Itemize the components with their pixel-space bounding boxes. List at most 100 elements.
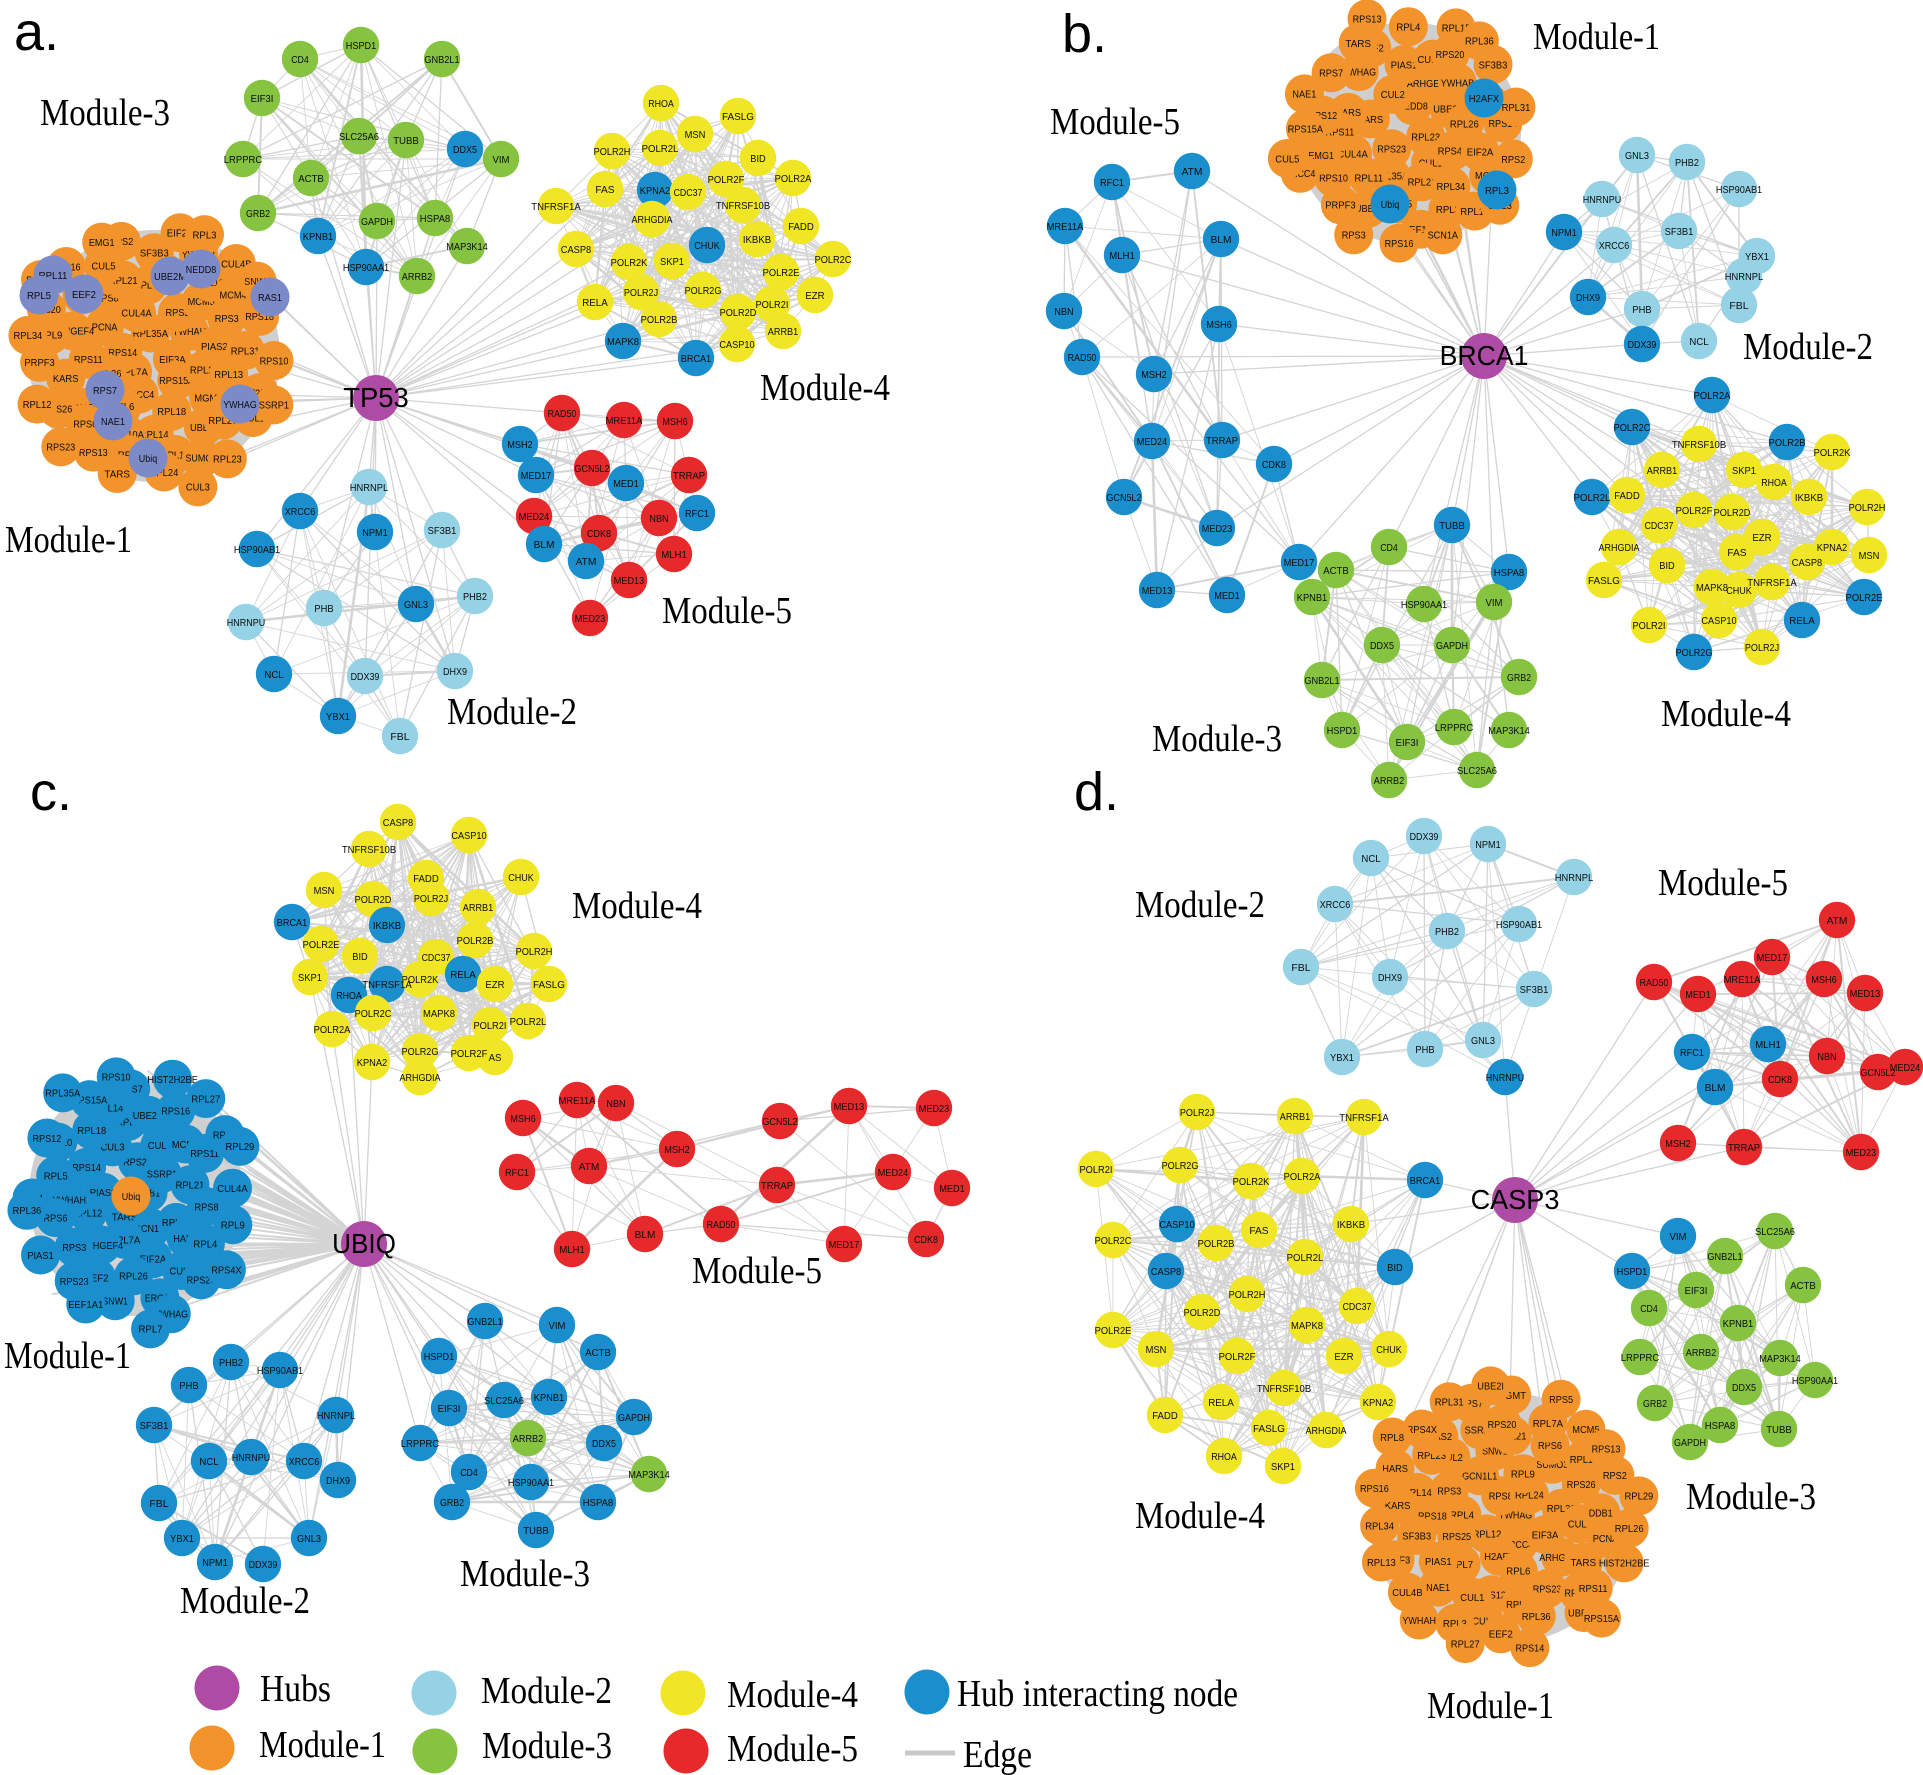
svg-text:CASP10: CASP10 <box>719 339 754 351</box>
svg-text:HSP90AA1: HSP90AA1 <box>343 262 389 274</box>
svg-text:POLR2I: POLR2I <box>756 299 789 311</box>
svg-text:VIM: VIM <box>549 1320 566 1332</box>
svg-text:RPL26: RPL26 <box>119 1271 148 1283</box>
svg-text:RPS20: RPS20 <box>1436 49 1465 61</box>
svg-text:TNFRSF1A: TNFRSF1A <box>1747 577 1797 589</box>
svg-text:RPL34: RPL34 <box>14 330 43 342</box>
svg-text:RPL21: RPL21 <box>1408 177 1437 189</box>
svg-text:RHOA: RHOA <box>648 98 674 110</box>
svg-text:RPL6: RPL6 <box>1506 1566 1530 1578</box>
svg-text:RPS26: RPS26 <box>1567 1479 1596 1491</box>
svg-text:RPS3: RPS3 <box>215 313 239 325</box>
svg-text:RPS14: RPS14 <box>72 1162 101 1174</box>
svg-text:ACTB: ACTB <box>585 1347 611 1359</box>
svg-text:RPL36: RPL36 <box>1522 1611 1551 1623</box>
svg-text:MAP3K14: MAP3K14 <box>1488 725 1530 737</box>
svg-text:NCL: NCL <box>264 669 283 681</box>
svg-text:SF3B3: SF3B3 <box>1402 1530 1431 1542</box>
svg-text:EEF1A1: EEF1A1 <box>68 1299 103 1311</box>
svg-text:RPS15A: RPS15A <box>1288 124 1323 136</box>
svg-text:MED24: MED24 <box>1890 1062 1921 1074</box>
svg-text:POLR2F: POLR2F <box>1676 505 1713 517</box>
svg-text:Module-2: Module-2 <box>447 691 577 733</box>
svg-text:GNL3: GNL3 <box>1625 150 1649 162</box>
svg-text:NAE1: NAE1 <box>1292 89 1316 101</box>
svg-text:SF3B1: SF3B1 <box>1520 984 1549 996</box>
svg-text:MED17: MED17 <box>829 1239 860 1251</box>
svg-text:RPS13: RPS13 <box>1592 1444 1621 1456</box>
svg-text:MED13: MED13 <box>1142 585 1173 597</box>
svg-text:NBN: NBN <box>1054 306 1073 318</box>
svg-text:GRB2: GRB2 <box>246 208 270 220</box>
svg-text:ACTB: ACTB <box>298 173 324 185</box>
svg-text:MAPK8: MAPK8 <box>607 336 639 348</box>
svg-text:CD4: CD4 <box>1640 1303 1658 1315</box>
svg-text:RPL35A: RPL35A <box>45 1088 80 1100</box>
svg-text:YBX1: YBX1 <box>170 1533 194 1545</box>
svg-text:ACTB: ACTB <box>1323 565 1349 577</box>
svg-text:RPS23: RPS23 <box>60 1276 89 1288</box>
svg-text:HNRNPL: HNRNPL <box>1555 872 1594 884</box>
svg-text:GNL3: GNL3 <box>1471 1035 1495 1047</box>
svg-text:SF3B1: SF3B1 <box>428 525 457 537</box>
svg-text:XRCC6: XRCC6 <box>289 1456 320 1468</box>
svg-text:Module-4: Module-4 <box>1661 693 1791 735</box>
svg-text:RPL3: RPL3 <box>1485 185 1509 197</box>
svg-text:BLM: BLM <box>635 1229 656 1241</box>
svg-text:BID: BID <box>1659 560 1675 572</box>
svg-text:RPS11: RPS11 <box>1579 1583 1608 1595</box>
svg-text:LRPPRC: LRPPRC <box>1621 1352 1660 1364</box>
svg-text:MED23: MED23 <box>1202 523 1233 535</box>
svg-text:RPS7: RPS7 <box>93 385 117 397</box>
svg-text:DDX39: DDX39 <box>249 1559 278 1571</box>
svg-text:SKP1: SKP1 <box>298 972 322 984</box>
svg-text:HNRNPU: HNRNPU <box>1486 1072 1524 1084</box>
svg-text:POLR2G: POLR2G <box>402 1046 439 1058</box>
svg-text:BRCA1: BRCA1 <box>681 353 712 365</box>
svg-text:RPL5: RPL5 <box>44 1170 68 1182</box>
svg-text:RPL8: RPL8 <box>1380 1432 1404 1444</box>
svg-text:SF3B1: SF3B1 <box>140 1420 169 1432</box>
svg-text:RPL3: RPL3 <box>1436 204 1460 216</box>
svg-text:RPL27: RPL27 <box>191 1093 220 1105</box>
svg-text:RPL31: RPL31 <box>231 345 260 357</box>
svg-text:MSH6: MSH6 <box>1811 974 1837 986</box>
svg-text:SKP1: SKP1 <box>660 256 684 268</box>
svg-text:POLR2L: POLR2L <box>642 143 679 155</box>
svg-text:KPNB1: KPNB1 <box>303 231 334 243</box>
svg-text:POLR2J: POLR2J <box>1180 1107 1214 1119</box>
svg-text:RPS4X: RPS4X <box>1438 146 1468 158</box>
svg-text:RPL36: RPL36 <box>13 1205 42 1217</box>
svg-text:KPNB1: KPNB1 <box>534 1392 565 1404</box>
svg-text:CASP8: CASP8 <box>383 817 414 829</box>
svg-text:FBL: FBL <box>390 731 409 743</box>
svg-text:VIM: VIM <box>493 154 510 166</box>
svg-text:TNFRSF1A: TNFRSF1A <box>1339 1112 1389 1124</box>
svg-text:ARHGDIA: ARHGDIA <box>1599 542 1640 554</box>
svg-text:CASP10: CASP10 <box>1701 615 1736 627</box>
svg-text:GCN5L2: GCN5L2 <box>574 463 609 475</box>
svg-text:RAD50: RAD50 <box>548 408 577 420</box>
svg-text:NBN: NBN <box>606 1098 625 1110</box>
svg-text:ACTB: ACTB <box>1790 1280 1816 1292</box>
svg-text:TUBB: TUBB <box>1766 1424 1792 1436</box>
svg-text:RELA: RELA <box>1208 1397 1234 1409</box>
svg-text:HSP90AA1: HSP90AA1 <box>1792 1375 1838 1387</box>
svg-text:PHB: PHB <box>1632 304 1651 316</box>
svg-text:RPL11: RPL11 <box>1354 172 1383 184</box>
svg-text:CUL4A: CUL4A <box>217 1183 247 1195</box>
svg-text:Module-4: Module-4 <box>760 367 890 409</box>
svg-text:POLR2B: POLR2B <box>1769 437 1806 449</box>
svg-text:POLR2G: POLR2G <box>1676 647 1713 659</box>
svg-text:HSPA8: HSPA8 <box>420 213 451 225</box>
svg-text:POLR2C: POLR2C <box>1095 1235 1132 1247</box>
svg-text:Module-1: Module-1 <box>4 1335 131 1377</box>
svg-text:RPS3: RPS3 <box>1342 230 1366 242</box>
svg-text:CD4: CD4 <box>1380 542 1398 554</box>
svg-text:PIAS1: PIAS1 <box>1425 1556 1452 1568</box>
svg-text:BRCA1: BRCA1 <box>277 917 308 929</box>
svg-text:RPS16: RPS16 <box>1385 238 1414 250</box>
svg-text:MED1: MED1 <box>939 1183 965 1195</box>
svg-text:NCL: NCL <box>1361 853 1380 865</box>
svg-text:RPS23: RPS23 <box>1377 144 1406 156</box>
